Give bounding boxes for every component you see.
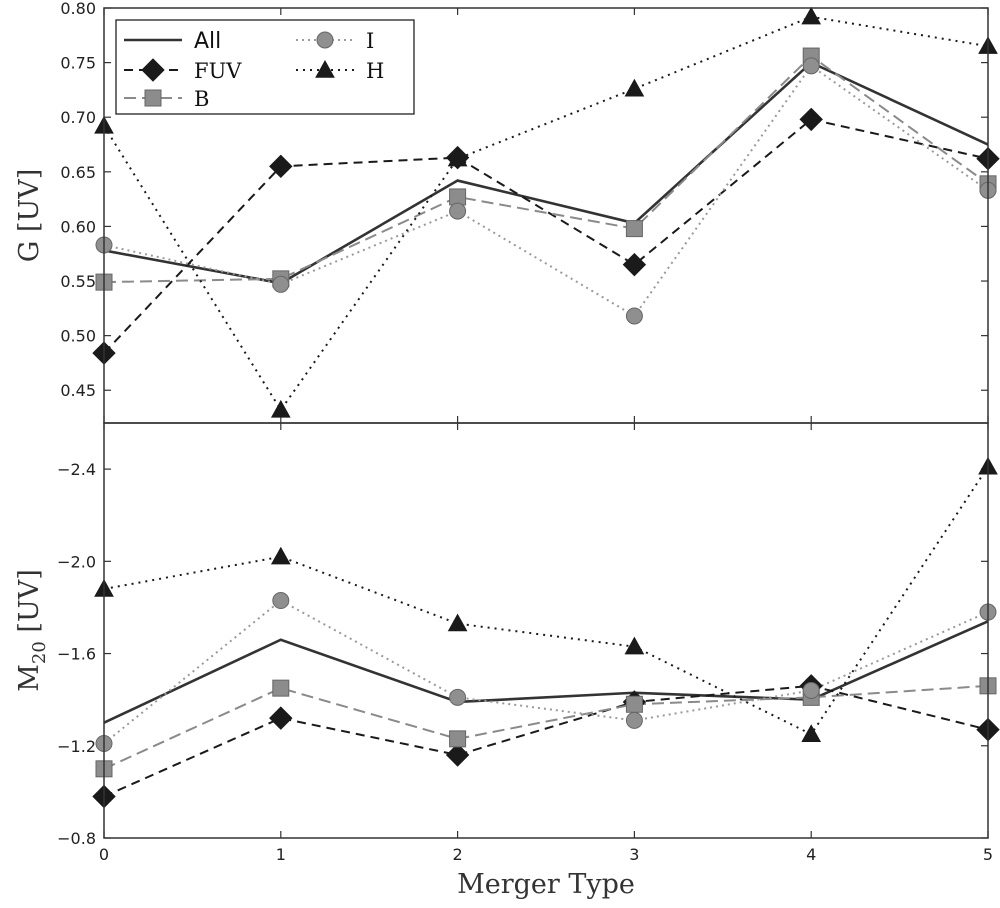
bottom-axes-frame xyxy=(103,422,989,839)
top-point-i xyxy=(449,202,467,220)
top-series-line-i xyxy=(104,64,988,318)
bottom-point-b xyxy=(272,679,290,697)
bottom-point-i xyxy=(449,688,467,706)
bottom-panel: −0.8 −1.2 −1.6 −2.0 −2.4 0 1 2 3 4 5 M20 [UV] Mer… xyxy=(14,422,1000,900)
top-y-tick-label: 0.70 xyxy=(60,108,96,127)
x-axis-label: Merger Type xyxy=(457,869,635,900)
top-point-h xyxy=(801,6,822,25)
top-y-tick-label: 0.80 xyxy=(60,0,96,18)
bottom-point-i xyxy=(802,681,820,699)
legend-label-b: B xyxy=(194,87,209,111)
bottom-point-i xyxy=(272,592,290,610)
bottom-tick-marks xyxy=(103,423,989,839)
bottom-point-fuv xyxy=(445,743,470,767)
top-point-fuv xyxy=(799,107,823,132)
top-y-tick-label: 0.50 xyxy=(60,327,96,346)
top-y-tick-labels: 0.45 0.50 0.55 0.60 0.65 0.70 0.75 0.80 xyxy=(60,0,96,400)
top-point-h xyxy=(270,399,291,418)
legend-marker-b xyxy=(144,89,162,107)
legend-label-all: All xyxy=(194,29,221,54)
bottom-y-tick-label: −2.0 xyxy=(57,552,96,571)
top-point-h xyxy=(624,78,645,97)
top-panel: 0.45 0.50 0.55 0.60 0.65 0.70 0.75 0.80 G [UV] xyxy=(14,0,1000,424)
bottom-y-axis-label-subscript: 20 xyxy=(29,641,50,664)
legend-marker-h xyxy=(315,59,335,78)
bottom-point-h xyxy=(270,546,291,565)
top-y-tick-label: 0.75 xyxy=(60,54,96,73)
legend-marker-i xyxy=(316,31,334,49)
top-y-axis-label: G [UV] xyxy=(14,169,45,262)
bottom-y-tick-label: −1.2 xyxy=(57,737,96,756)
x-tick-label: 5 xyxy=(983,845,993,864)
bottom-point-fuv xyxy=(269,706,293,730)
bottom-y-tick-labels: −0.8 −1.2 −1.6 −2.0 −2.4 xyxy=(57,460,96,848)
bottom-point-b xyxy=(449,730,467,748)
x-tick-labels: 0 1 2 3 4 5 xyxy=(99,845,993,864)
top-point-b xyxy=(625,220,643,238)
bottom-point-i xyxy=(625,711,643,729)
top-series-line-b xyxy=(104,54,988,284)
x-tick-label: 2 xyxy=(453,845,463,864)
bottom-series-group xyxy=(92,456,1000,809)
x-tick-label: 1 xyxy=(276,845,286,864)
x-tick-label: 4 xyxy=(806,845,816,864)
bottom-y-axis-label: M20 [UV] xyxy=(14,569,50,691)
bottom-point-b xyxy=(625,695,643,713)
bottom-y-tick-label: −2.4 xyxy=(57,460,96,479)
bottom-y-tick-label: −0.8 xyxy=(57,829,96,848)
top-point-fuv xyxy=(269,154,293,179)
top-point-b xyxy=(449,188,467,206)
top-point-fuv xyxy=(622,252,647,277)
bottom-point-h xyxy=(624,636,645,655)
bottom-series-line-b xyxy=(104,684,988,770)
top-series-line-h xyxy=(104,15,988,412)
top-point-i xyxy=(625,307,643,325)
top-y-tick-label: 0.45 xyxy=(60,381,96,400)
x-tick-label: 0 xyxy=(99,845,109,864)
bottom-y-tick-label: −1.6 xyxy=(57,645,96,664)
legend-marker-fuv xyxy=(141,58,165,82)
legend-frame xyxy=(115,19,415,115)
top-y-tick-label: 0.55 xyxy=(60,272,96,291)
bottom-y-axis-label-main: M xyxy=(14,664,45,692)
x-tick-label: 3 xyxy=(629,845,639,864)
top-y-tick-label: 0.65 xyxy=(60,163,96,182)
top-point-i xyxy=(802,57,820,75)
legend-label-i: I xyxy=(366,29,374,53)
legend: All FUV B IH xyxy=(115,19,415,115)
bottom-series-line-all xyxy=(104,620,988,724)
bottom-series-line-fuv xyxy=(104,684,988,798)
bottom-y-axis-label-suffix: [UV] xyxy=(14,569,45,641)
top-point-h xyxy=(447,148,468,167)
top-series-line-fuv xyxy=(104,118,988,354)
bottom-point-h xyxy=(801,724,822,742)
top-y-tick-label: 0.60 xyxy=(60,217,96,236)
bottom-point-h xyxy=(447,613,468,632)
legend-label-fuv: FUV xyxy=(194,59,242,83)
legend-label-h: H xyxy=(366,59,384,83)
top-point-i xyxy=(272,275,290,293)
